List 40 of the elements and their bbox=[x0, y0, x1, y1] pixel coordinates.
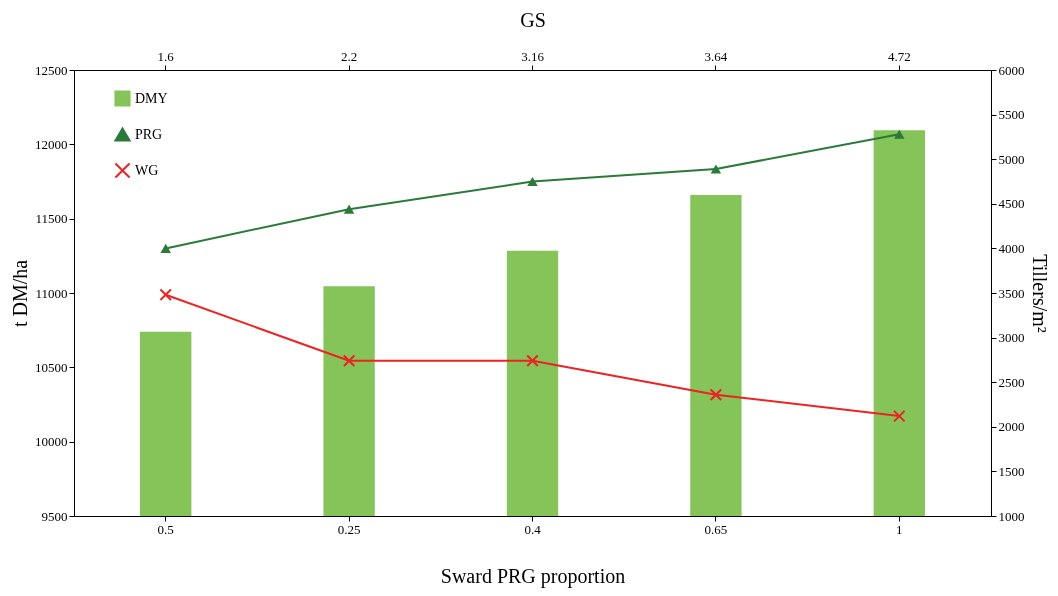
y-tick-label: 9500 bbox=[41, 508, 68, 524]
legend-label: PRG bbox=[135, 126, 163, 142]
annotation: 4.72 bbox=[887, 48, 911, 64]
point bbox=[342, 354, 356, 368]
y-tick-label: 11000 bbox=[35, 285, 68, 301]
legend-label: DMY bbox=[135, 90, 168, 106]
annotation: 3.64 bbox=[704, 48, 728, 64]
y2-axis-title: Tillers/m² bbox=[1028, 254, 1051, 333]
y2-tick-label: 3000 bbox=[998, 330, 1025, 346]
y2-tick-label: 4000 bbox=[998, 240, 1025, 256]
legend-label: WG bbox=[135, 162, 159, 178]
x2-axis-title: GS bbox=[520, 8, 546, 31]
y2-tick-label: 3500 bbox=[998, 285, 1025, 301]
y-tick-label: 10000 bbox=[35, 434, 68, 450]
point bbox=[159, 288, 172, 302]
y2-tick-label: 2000 bbox=[998, 419, 1025, 435]
y2-tick-label: 1500 bbox=[998, 463, 1025, 479]
annotation: 1.6 bbox=[157, 48, 175, 64]
y-tick-label: 11500 bbox=[35, 211, 68, 227]
annotation: 3.16 bbox=[521, 48, 545, 64]
y2-tick-label: 1000 bbox=[998, 508, 1025, 524]
y-tick-label: 12500 bbox=[35, 62, 68, 78]
x-axis-title: Sward PRG proportion bbox=[440, 564, 626, 588]
annotation: 2.2 bbox=[340, 48, 358, 64]
y-axis-title: t DM/ha bbox=[9, 259, 31, 328]
x-tick-label: 0.25 bbox=[337, 521, 361, 537]
point bbox=[709, 388, 723, 401]
x-tick-label: 1 bbox=[896, 521, 903, 537]
x-tick-label: 0.4 bbox=[524, 521, 542, 537]
x-tick-label: 0.5 bbox=[157, 521, 174, 537]
y2-tick-label: 5000 bbox=[998, 151, 1025, 167]
y-tick-label: 12000 bbox=[35, 136, 68, 152]
y-tick-label: 10500 bbox=[35, 359, 68, 375]
y2-tick-label: 5500 bbox=[998, 107, 1025, 123]
point bbox=[893, 409, 906, 423]
point bbox=[526, 354, 539, 368]
y2-tick-label: 2500 bbox=[998, 374, 1025, 390]
y2-tick-label: 6000 bbox=[998, 62, 1025, 78]
x-tick-label: 0.65 bbox=[704, 521, 728, 537]
y2-tick-label: 4500 bbox=[998, 196, 1025, 212]
